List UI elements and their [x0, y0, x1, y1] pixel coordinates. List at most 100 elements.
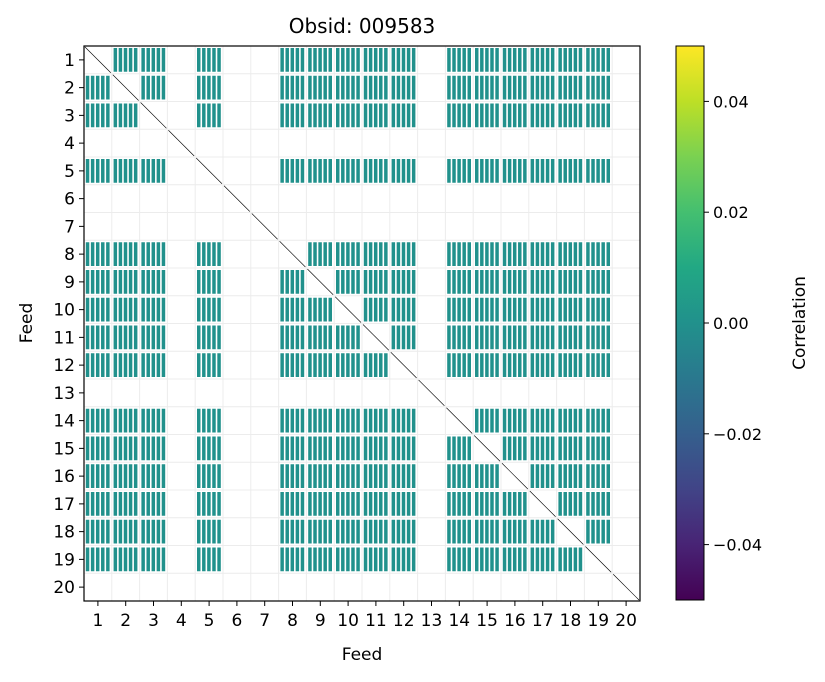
heatmap-cell: [280, 492, 305, 516]
heatmap-cell: [558, 297, 583, 322]
heatmap-cell: [391, 408, 416, 433]
heatmap-cell: [363, 464, 388, 488]
heatmap-cell: [280, 270, 305, 294]
heatmap-cell: [197, 325, 221, 350]
heatmap-cell: [280, 75, 305, 100]
diagonal-line: [168, 130, 195, 157]
x-tick-label: 3: [148, 611, 159, 631]
heatmap-cell: [586, 464, 610, 488]
heatmap-cell: [308, 547, 332, 572]
diagonal-line: [195, 157, 223, 184]
heatmap-cell: [308, 242, 332, 266]
heatmap-cell: [502, 436, 527, 461]
heatmap-cell: [530, 75, 555, 100]
heatmap-cell: [308, 75, 332, 100]
heatmap-cell: [447, 75, 471, 100]
heatmap-cell: [447, 353, 471, 377]
heatmap-cell: [141, 48, 166, 72]
heatmap-cell: [336, 353, 360, 377]
y-tick-label: 3: [64, 106, 75, 126]
heatmap-cell: [391, 436, 416, 461]
heatmap-cell: [447, 270, 471, 294]
heatmap-cell: [586, 297, 610, 322]
heatmap-cell: [113, 159, 138, 183]
colorbar: [675, 45, 705, 601]
heatmap-cell: [558, 242, 583, 266]
heatmap-cell: [197, 436, 221, 461]
heatmap-cell: [280, 353, 305, 377]
heatmap-cell: [336, 48, 360, 72]
heatmap-cell: [363, 242, 388, 266]
diagonal-line: [251, 213, 278, 240]
heatmap-cell: [280, 408, 305, 433]
x-tick-label: 10: [337, 611, 359, 631]
heatmap-cell: [475, 408, 499, 433]
y-tick-label: 19: [53, 550, 75, 570]
y-tick-label: 6: [64, 190, 75, 210]
heatmap-cell: [391, 297, 416, 322]
heatmap-cell: [280, 297, 305, 322]
heatmap-cell: [530, 408, 555, 433]
heatmap-cell: [475, 519, 499, 544]
heatmap-cell: [530, 353, 555, 377]
y-tick-label: 7: [64, 217, 75, 237]
heatmap-cell: [475, 297, 499, 322]
x-axis-label: Feed: [342, 645, 383, 665]
heatmap-cell: [336, 75, 360, 100]
heatmap-cell: [113, 519, 138, 544]
heatmap-cell: [558, 408, 583, 433]
heatmap-cell: [113, 408, 138, 433]
heatmap-cell: [336, 159, 360, 183]
heatmap-cell: [475, 159, 499, 183]
y-tick-label: 15: [53, 439, 75, 459]
heatmap-cell: [475, 325, 499, 350]
heatmap-cell: [391, 75, 416, 100]
heatmap-cell: [308, 519, 332, 544]
heatmap-cell: [141, 408, 166, 433]
heatmap-cell: [530, 325, 555, 350]
heatmap-cell: [586, 242, 610, 266]
diagonal-line: [223, 185, 251, 212]
heatmap-cell: [308, 464, 332, 488]
diagonal-lines: [84, 46, 640, 601]
x-tick-label: 20: [615, 611, 637, 631]
heatmap-cell: [197, 408, 221, 433]
heatmap-cell: [197, 270, 221, 294]
heatmap-cell: [530, 297, 555, 322]
heatmap-cell: [586, 408, 610, 433]
heatmap-cell: [197, 492, 221, 516]
heatmap-cell: [280, 547, 305, 572]
diagonal-line: [307, 268, 334, 295]
heatmap-cell: [141, 353, 166, 377]
heatmap-cell: [502, 325, 527, 350]
heatmap-cell: [391, 103, 416, 128]
heatmap-cells: [85, 48, 610, 572]
heatmap-cell: [558, 103, 583, 128]
heatmap-cell: [530, 242, 555, 266]
heatmap-cell: [391, 325, 416, 350]
heatmap-cell: [586, 270, 610, 294]
heatmap-cell: [363, 408, 388, 433]
heatmap-cell: [197, 297, 221, 322]
heatmap-cell: [363, 492, 388, 516]
heatmap-cell: [113, 48, 138, 72]
heatmap-cell: [586, 75, 610, 100]
heatmap-cell: [336, 519, 360, 544]
heatmap-cell: [113, 325, 138, 350]
heatmap-cell: [336, 103, 360, 128]
x-tick-label: 6: [231, 611, 242, 631]
heatmap-cell: [308, 408, 332, 433]
heatmap-cell: [363, 103, 388, 128]
heatmap-cell: [113, 492, 138, 516]
heatmap-cell: [391, 48, 416, 72]
colorbar-tick-label: −0.02: [713, 425, 762, 444]
heatmap-cell: [141, 519, 166, 544]
heatmap-cell: [141, 75, 166, 100]
heatmap-cell: [558, 353, 583, 377]
heatmap-cell: [280, 436, 305, 461]
heatmap-cell: [141, 464, 166, 488]
heatmap-cell: [530, 436, 555, 461]
chart-title: Obsid: 009583: [289, 14, 436, 38]
